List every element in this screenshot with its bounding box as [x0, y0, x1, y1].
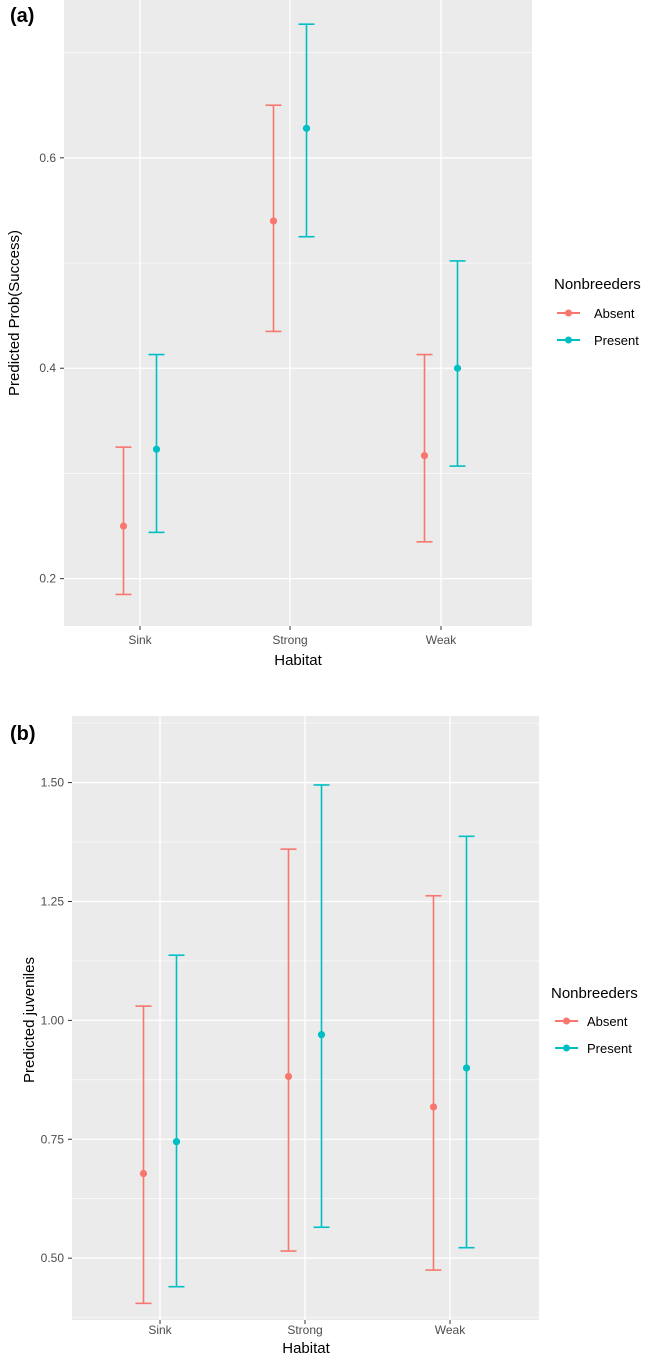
- panel-a-label: (a): [10, 5, 34, 27]
- panel-b-x-tick-label-0: Sink: [148, 1323, 172, 1337]
- panel-a-legend-absent-label: Absent: [594, 306, 635, 321]
- panel-b-absent-strong-point: [284, 1072, 293, 1081]
- panel-a-y-tick-label-1: 0.4: [39, 361, 56, 375]
- panel-b-y-tick-label-0: 0.50: [41, 1251, 65, 1265]
- panel-a-absent-strong-point: [269, 217, 278, 225]
- panel-a: (a) 0.2 0.4 0.6 Sink Strong Weak Habitat Pred…: [6, 0, 641, 669]
- panel-b-legend: Nonbreeders Absent Present: [551, 985, 638, 1056]
- panel-b-legend-present-label: Present: [587, 1041, 632, 1056]
- panel-a-legend-present-label: Present: [594, 333, 639, 348]
- panel-a-plot-background: [64, 0, 532, 626]
- panel-b: (b) 0.50 0.75 1.00 1.25 1.50 Sink Strong Weak H…: [10, 716, 638, 1357]
- panel-a-x-tick-label-2: Weak: [426, 633, 457, 647]
- panel-a-marks: [115, 23, 466, 596]
- panel-a-present-strong-point: [302, 124, 311, 132]
- panel-b-present-strong-point: [317, 1031, 326, 1039]
- panel-b-x-tick-label-2: Weak: [435, 1323, 466, 1337]
- panel-a-axes: 0.2 0.4 0.6 Sink Strong Weak: [39, 151, 457, 647]
- panel-a-present-weak-point: [453, 364, 462, 372]
- panel-b-gridlines: [72, 716, 539, 1320]
- panel-b-legend-title: Nonbreeders: [551, 985, 638, 1002]
- panel-a-legend-absent-dot: [565, 309, 572, 317]
- panel-b-y-axis-title: Predicted juveniles: [21, 957, 38, 1083]
- panel-a-x-tick-label-1: Strong: [272, 633, 307, 647]
- panel-a-y-tick-label-0: 0.2: [39, 572, 56, 586]
- panel-a-present-sink-point: [152, 445, 161, 453]
- panel-a-legend: Nonbreeders Absent Present: [554, 276, 641, 348]
- panel-b-absent-weak-point: [429, 1103, 438, 1111]
- panel-a-legend-title: Nonbreeders: [554, 276, 641, 293]
- panel-b-y-tick-label-3: 1.25: [41, 894, 65, 908]
- panel-b-axes: 0.50 0.75 1.00 1.25 1.50 Sink Strong Weak: [41, 776, 467, 1337]
- panel-b-y-tick-label-1: 0.75: [41, 1132, 65, 1146]
- panel-a-absent-sink-point: [119, 522, 128, 530]
- panel-a-absent-weak-point: [420, 451, 429, 460]
- panel-b-x-axis-title: Habitat: [282, 1340, 330, 1357]
- panel-b-y-tick-label-4: 1.50: [41, 776, 65, 790]
- panel-a-y-axis-title: Predicted Prob(Success): [6, 230, 23, 396]
- panel-b-absent-sink-point: [139, 1169, 148, 1178]
- panel-a-x-tick-label-0: Sink: [128, 633, 152, 647]
- panel-a-x-axis-title: Habitat: [274, 652, 322, 669]
- panel-b-x-tick-label-1: Strong: [287, 1323, 322, 1337]
- panel-b-legend-absent-label: Absent: [587, 1014, 628, 1029]
- panel-a-legend-present-dot: [565, 336, 572, 344]
- panel-b-legend-present-dot: [563, 1044, 570, 1052]
- panel-a-gridlines: [64, 0, 532, 626]
- panel-b-y-tick-label-2: 1.00: [41, 1013, 65, 1027]
- panel-a-y-tick-label-2: 0.6: [39, 151, 56, 165]
- panel-b-label: (b): [10, 723, 36, 745]
- panel-b-legend-absent-dot: [563, 1017, 570, 1025]
- panel-b-present-weak-point: [462, 1064, 471, 1072]
- panel-b-present-sink-point: [172, 1138, 181, 1146]
- panel-b-marks: [135, 784, 475, 1305]
